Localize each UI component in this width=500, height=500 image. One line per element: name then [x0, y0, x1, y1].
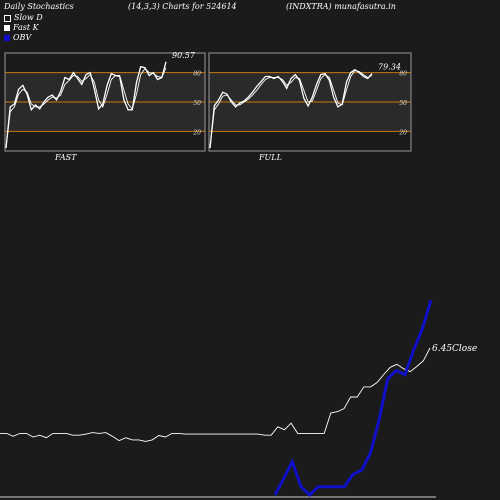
legend-fast-k: Fast K	[4, 23, 39, 32]
fast-level-label-50: 50	[193, 100, 201, 107]
legend-slow-d: Slow D	[4, 13, 43, 22]
fast-panel: 20 50 80 90.57 FAST	[4, 51, 206, 162]
full-panel-label: FULL	[258, 153, 282, 162]
legend-slow-d-label: Slow D	[14, 13, 43, 22]
chart-title: Daily Stochastics	[4, 2, 74, 11]
fast-level-label-20: 20	[192, 129, 201, 136]
full-series-slow-d	[209, 70, 373, 149]
full-level-label-50: 50	[399, 100, 407, 107]
full-series-fast-k	[209, 68, 373, 149]
legend-obv-swatch	[4, 35, 10, 41]
legend-slow-d-swatch	[4, 14, 11, 22]
price-series-close	[0, 347, 431, 442]
price-series-obv	[273, 299, 433, 498]
legend-obv-label: OBV	[13, 33, 32, 42]
price-panel: 6.45Close	[0, 299, 477, 498]
fast-panel-label: FAST	[54, 153, 77, 162]
fast-series-slow-d	[5, 67, 167, 149]
fast-last-value: 90.57	[172, 51, 196, 60]
chart-ticker: (INDXTRA) munafasutra.in	[286, 2, 396, 11]
legend-fast-k-label: Fast K	[13, 23, 39, 32]
legend-obv: OBV	[4, 33, 31, 42]
full-level-label-20: 20	[398, 129, 407, 136]
legend-fast-k-swatch	[4, 25, 10, 31]
close-value-label: 6.45Close	[432, 344, 477, 354]
fast-level-label-80: 80	[193, 71, 201, 78]
full-level-label-80: 80	[399, 71, 407, 78]
chart-params: (14,3,3) Charts for 524614	[128, 2, 237, 11]
fast-series-fast-k	[5, 61, 167, 149]
full-last-value: 79.34	[378, 63, 401, 72]
